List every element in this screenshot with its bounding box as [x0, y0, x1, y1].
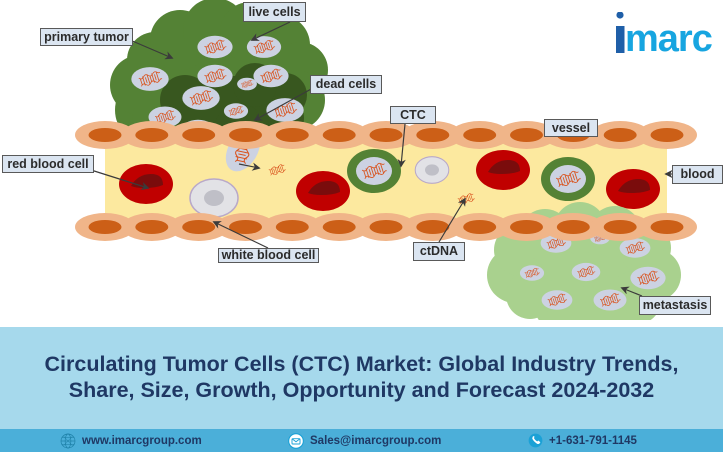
svg-text:marc: marc — [625, 18, 713, 56]
